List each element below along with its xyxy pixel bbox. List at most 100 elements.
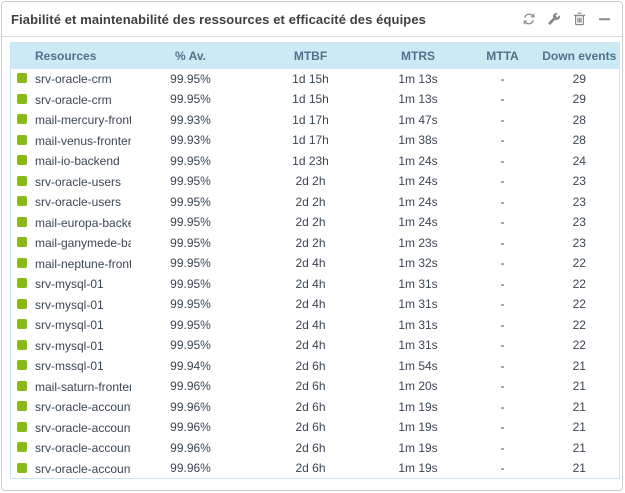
mtrs-cell: 1m 32s xyxy=(370,253,466,274)
table-row: srv-mysql-01 99.95% 2d 4h 1m 31s -22 xyxy=(10,294,620,315)
mtbf-cell: 2d 2h xyxy=(250,171,371,192)
availability-cell: 99.95% xyxy=(130,68,251,89)
availability-cell: 99.95% xyxy=(130,171,251,192)
status-ok-icon xyxy=(17,442,27,453)
resource-name: srv-mysql-01 xyxy=(35,338,104,353)
trash-icon[interactable] xyxy=(571,11,587,27)
resource-cell: mail-mercury-frontend xyxy=(10,109,131,130)
status-ok-icon xyxy=(17,237,27,248)
mtta-cell: - xyxy=(465,89,540,110)
mtta-cell: - xyxy=(465,212,540,233)
resource-cell: mail-ganymede-backend xyxy=(10,232,131,253)
availability-cell: 99.95% xyxy=(130,89,251,110)
mtbf-cell: 2d 2h xyxy=(250,212,371,233)
availability-cell: 99.95% xyxy=(130,314,251,335)
table-row: mail-io-backend 99.95% 1d 23h 1m 24s -24 xyxy=(10,150,620,171)
resource-cell: srv-oracle-users xyxy=(10,191,131,212)
mtrs-cell: 1m 38s xyxy=(370,130,466,151)
table-header: Resources % Av. MTBF MTRS MTTA Down even… xyxy=(10,42,620,69)
resource-name: mail-neptune-frontend xyxy=(35,256,131,271)
down-events-cell: 21 xyxy=(539,376,620,397)
status-ok-icon xyxy=(17,175,27,186)
status-ok-icon xyxy=(17,319,27,330)
mtbf-cell: 2d 6h xyxy=(250,355,371,376)
mtta-cell: - xyxy=(465,355,540,376)
resource-cell: mail-saturn-frontend xyxy=(10,376,131,397)
refresh-icon[interactable] xyxy=(521,11,537,27)
status-ok-icon xyxy=(17,93,27,104)
resource-name: srv-oracle-crm xyxy=(35,72,112,87)
widget-title: Fiabilité et maintenabilité des ressourc… xyxy=(11,11,427,27)
resource-cell: srv-oracle-accounting xyxy=(10,396,131,417)
mtta-cell: - xyxy=(465,396,540,417)
mtta-cell: - xyxy=(465,253,540,274)
availability-cell: 99.95% xyxy=(130,294,251,315)
mtta-cell: - xyxy=(465,191,540,212)
column-header-availability: % Av. xyxy=(130,42,251,69)
mtbf-cell: 2d 4h xyxy=(250,335,371,356)
mtrs-cell: 1m 31s xyxy=(370,314,466,335)
availability-cell: 99.96% xyxy=(130,376,251,397)
table-row: srv-mysql-01 99.95% 2d 4h 1m 31s -22 xyxy=(10,273,620,294)
mtbf-cell: 2d 2h xyxy=(250,191,371,212)
mtbf-cell: 2d 4h xyxy=(250,253,371,274)
resource-name: srv-oracle-accounting xyxy=(35,420,131,435)
down-events-cell: 22 xyxy=(539,314,620,335)
resource-name: mail-mercury-frontend xyxy=(35,113,131,128)
resource-name: srv-oracle-accounting xyxy=(35,441,131,456)
mtta-cell: - xyxy=(465,417,540,438)
resource-name: srv-mysql-01 xyxy=(35,297,104,312)
mtbf-cell: 1d 17h xyxy=(250,130,371,151)
availability-cell: 99.95% xyxy=(130,273,251,294)
resource-cell: srv-mssql-01 xyxy=(10,355,131,376)
down-events-cell: 22 xyxy=(539,335,620,356)
availability-cell: 99.96% xyxy=(130,417,251,438)
mtrs-cell: 1m 24s xyxy=(370,191,466,212)
down-events-cell: 29 xyxy=(539,68,620,89)
mtbf-cell: 1d 23h xyxy=(250,150,371,171)
widget-toolbar xyxy=(521,11,612,27)
table-row: srv-oracle-crm 99.95% 1d 15h 1m 13s -29 xyxy=(10,68,620,89)
table-row: srv-mysql-01 99.95% 2d 4h 1m 31s -22 xyxy=(10,335,620,356)
resource-name: mail-ganymede-backend xyxy=(35,236,131,251)
mtta-cell: - xyxy=(465,109,540,130)
down-events-cell: 21 xyxy=(539,396,620,417)
table-row: srv-mssql-01 99.94% 2d 6h 1m 54s -21 xyxy=(10,355,620,376)
resource-cell: srv-oracle-crm xyxy=(10,89,131,110)
status-ok-icon xyxy=(17,216,27,227)
mtbf-cell: 1d 15h xyxy=(250,89,371,110)
resource-name: srv-oracle-users xyxy=(35,195,122,210)
down-events-cell: 21 xyxy=(539,437,620,458)
minus-icon[interactable] xyxy=(596,11,612,27)
resource-name: mail-io-backend xyxy=(35,154,120,169)
down-events-cell: 21 xyxy=(539,417,620,438)
status-ok-icon xyxy=(17,196,27,207)
table-body: srv-oracle-crm 99.95% 1d 15h 1m 13s -29 srv-o… xyxy=(10,68,620,479)
mtrs-cell: 1m 54s xyxy=(370,355,466,376)
resource-name: mail-europa-backend xyxy=(35,215,131,230)
resource-cell: srv-mysql-01 xyxy=(10,335,131,356)
mtta-cell: - xyxy=(465,335,540,356)
availability-cell: 99.95% xyxy=(130,335,251,356)
mtrs-cell: 1m 13s xyxy=(370,89,466,110)
mtrs-cell: 1m 31s xyxy=(370,335,466,356)
mtrs-cell: 1m 19s xyxy=(370,437,466,458)
wrench-icon[interactable] xyxy=(546,11,562,27)
mtta-cell: - xyxy=(465,437,540,458)
availability-cell: 99.96% xyxy=(130,396,251,417)
resource-cell: srv-oracle-accounting xyxy=(10,458,131,479)
down-events-cell: 21 xyxy=(539,458,620,479)
resource-name: srv-oracle-users xyxy=(35,174,122,189)
down-events-cell: 24 xyxy=(539,150,620,171)
status-ok-icon xyxy=(17,278,27,289)
resource-cell: srv-mysql-01 xyxy=(10,314,131,335)
down-events-cell: 23 xyxy=(539,212,620,233)
mtrs-cell: 1m 19s xyxy=(370,396,466,417)
down-events-cell: 22 xyxy=(539,294,620,315)
